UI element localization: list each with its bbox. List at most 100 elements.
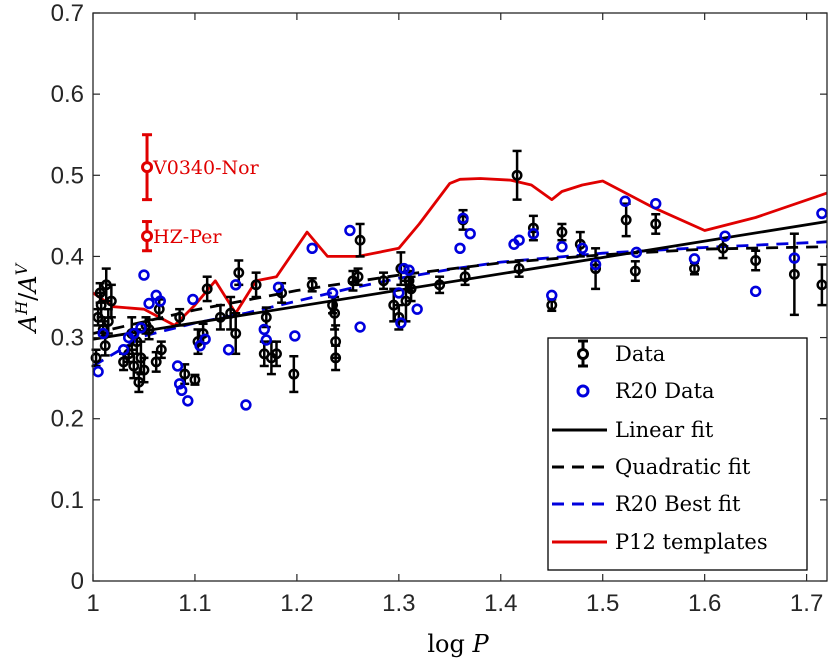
r20-data-point	[306, 242, 318, 255]
r20-data-point	[289, 330, 301, 342]
r20-data-point	[393, 287, 405, 299]
r20-data-point	[719, 230, 731, 242]
y-tick-label: 0.6	[51, 81, 84, 108]
data-point	[816, 263, 828, 307]
quadratic-fit-line	[92, 245, 828, 335]
data-point	[330, 344, 342, 372]
r20-data-point	[175, 384, 188, 397]
highlight-label-1: HZ-Per	[153, 226, 222, 248]
r20-data-point	[143, 297, 155, 310]
r20-data-point	[326, 287, 339, 299]
data-point	[105, 283, 117, 319]
data-marker	[250, 279, 262, 291]
x-tick-label: 1.1	[178, 590, 211, 617]
data-marker	[288, 368, 300, 380]
data-marker	[329, 307, 341, 319]
y-tick-label: 0.2	[51, 406, 84, 433]
legend-label-r20-best-fit: R20 Best fit	[615, 492, 741, 516]
x-tick-label: 1	[86, 590, 99, 617]
data-marker	[511, 169, 523, 181]
r20-data-point	[457, 212, 469, 224]
highlighted-star-0	[141, 133, 154, 202]
data-point	[138, 356, 150, 384]
r20-data-point	[128, 327, 140, 340]
data-marker	[230, 328, 242, 339]
r20-data-point	[398, 262, 410, 275]
highlighted-star-1	[141, 220, 154, 253]
data-marker	[90, 352, 102, 364]
x-axis-label: log P	[427, 630, 489, 658]
r20-data-point	[816, 207, 828, 220]
r20-data-point	[171, 360, 184, 372]
r20-data-point	[546, 289, 558, 302]
data-marker	[459, 271, 471, 283]
r20-data-point	[688, 253, 701, 265]
r20-data-point	[395, 317, 407, 329]
data-point	[150, 350, 162, 373]
data-point	[90, 348, 102, 368]
legend-box	[547, 337, 808, 571]
r20-data-point	[354, 321, 366, 333]
data-point	[271, 340, 282, 368]
r20-data-point	[589, 258, 602, 271]
r20-data-point	[403, 264, 415, 276]
x-tick-label: 1.3	[382, 590, 415, 617]
data-marker	[155, 344, 167, 356]
legend-label-linear-fit: Linear fit	[615, 418, 714, 442]
data-marker	[393, 311, 405, 323]
r20-data-point	[230, 279, 242, 291]
data-point	[155, 340, 167, 360]
r20-data-point	[138, 269, 150, 281]
legend-label-p12-templates: P12 templates	[615, 530, 768, 554]
data-marker	[650, 218, 662, 230]
r20-data-point	[411, 303, 423, 315]
data-point	[393, 303, 405, 331]
highlight-marker	[141, 230, 154, 243]
r20-data-point	[556, 240, 568, 253]
r20-data-point	[650, 197, 662, 210]
data-marker	[179, 368, 191, 380]
data-point	[459, 267, 471, 287]
data-marker	[378, 275, 389, 287]
data-marker	[717, 242, 729, 254]
y-tick-label: 0.7	[51, 0, 84, 27]
x-tick-label: 1.6	[688, 590, 721, 617]
data-marker	[150, 356, 162, 368]
r20-data-point	[187, 293, 199, 306]
data-points	[90, 149, 828, 411]
x-tick-label: 1.7	[790, 590, 823, 617]
data-marker	[590, 263, 602, 275]
data-point	[354, 222, 366, 258]
data-marker	[352, 271, 364, 283]
data-marker	[527, 222, 539, 234]
plot-frame	[92, 12, 828, 582]
r20-data-point	[135, 322, 147, 334]
y-axis-label: AH/AV	[12, 262, 42, 334]
data-point	[750, 249, 762, 272]
data-point	[434, 275, 446, 295]
data-point	[546, 298, 558, 313]
data-marker	[620, 214, 632, 226]
data-marker	[629, 265, 641, 277]
data-marker	[128, 360, 140, 372]
y-tick-label: 0.5	[51, 162, 84, 189]
data-marker	[271, 348, 282, 360]
data-point	[214, 303, 226, 331]
r20-data-point	[619, 195, 631, 207]
axes: 1 1.1 1.2 1.3 1.4 1.5 1.6 1.7 0 0.1 0.2 0.3 0.4 0.5 0.…	[51, 0, 828, 617]
r20-data-point	[240, 399, 252, 411]
y-tick-label: 0.4	[51, 243, 84, 270]
x-tick-label: 1.2	[280, 590, 313, 617]
y-tick-label: 0.3	[51, 325, 84, 352]
data-point	[306, 277, 318, 293]
data-marker	[434, 279, 446, 291]
r20-data-point	[272, 281, 285, 293]
data-point	[689, 261, 700, 276]
x-tick-label: 1.5	[586, 590, 619, 617]
r20-data-point	[173, 378, 186, 390]
data-marker	[138, 364, 150, 376]
r20-data-point	[97, 327, 109, 340]
y-tick-label: 0	[71, 568, 84, 595]
data-marker	[197, 328, 209, 339]
r20-data-point	[630, 246, 643, 259]
